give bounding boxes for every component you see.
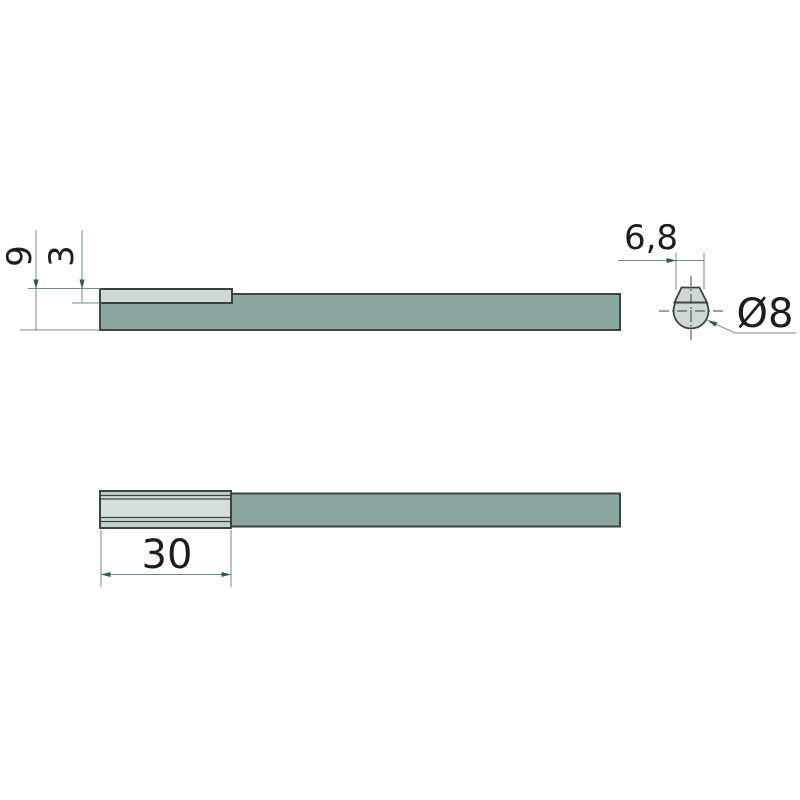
insert-front [99,288,233,304]
arrowhead-diameter [707,320,718,327]
dim-label-insert-thickness: 3 [42,245,82,267]
cross-section-view: 6,8 Ø8 [618,218,796,342]
arrowhead-flat-width [666,258,676,263]
arrowhead-total-height [33,279,39,289]
top-view: 30 [99,490,621,587]
diameter-leader-line [707,319,796,334]
dim-label-flat-width: 6,8 [624,218,678,258]
dim-label-insert-length: 30 [142,532,193,578]
insert-top-face [101,499,230,518]
dim-label-diameter: Ø8 [737,291,794,337]
shank-top [230,492,621,528]
arrowhead-30-right [221,572,231,577]
arrowhead-30-left [101,572,111,577]
arrowhead-insert-thickness [79,279,85,289]
front-view: 9 3 [0,230,621,331]
dim-label-total-height: 9 [0,245,40,267]
